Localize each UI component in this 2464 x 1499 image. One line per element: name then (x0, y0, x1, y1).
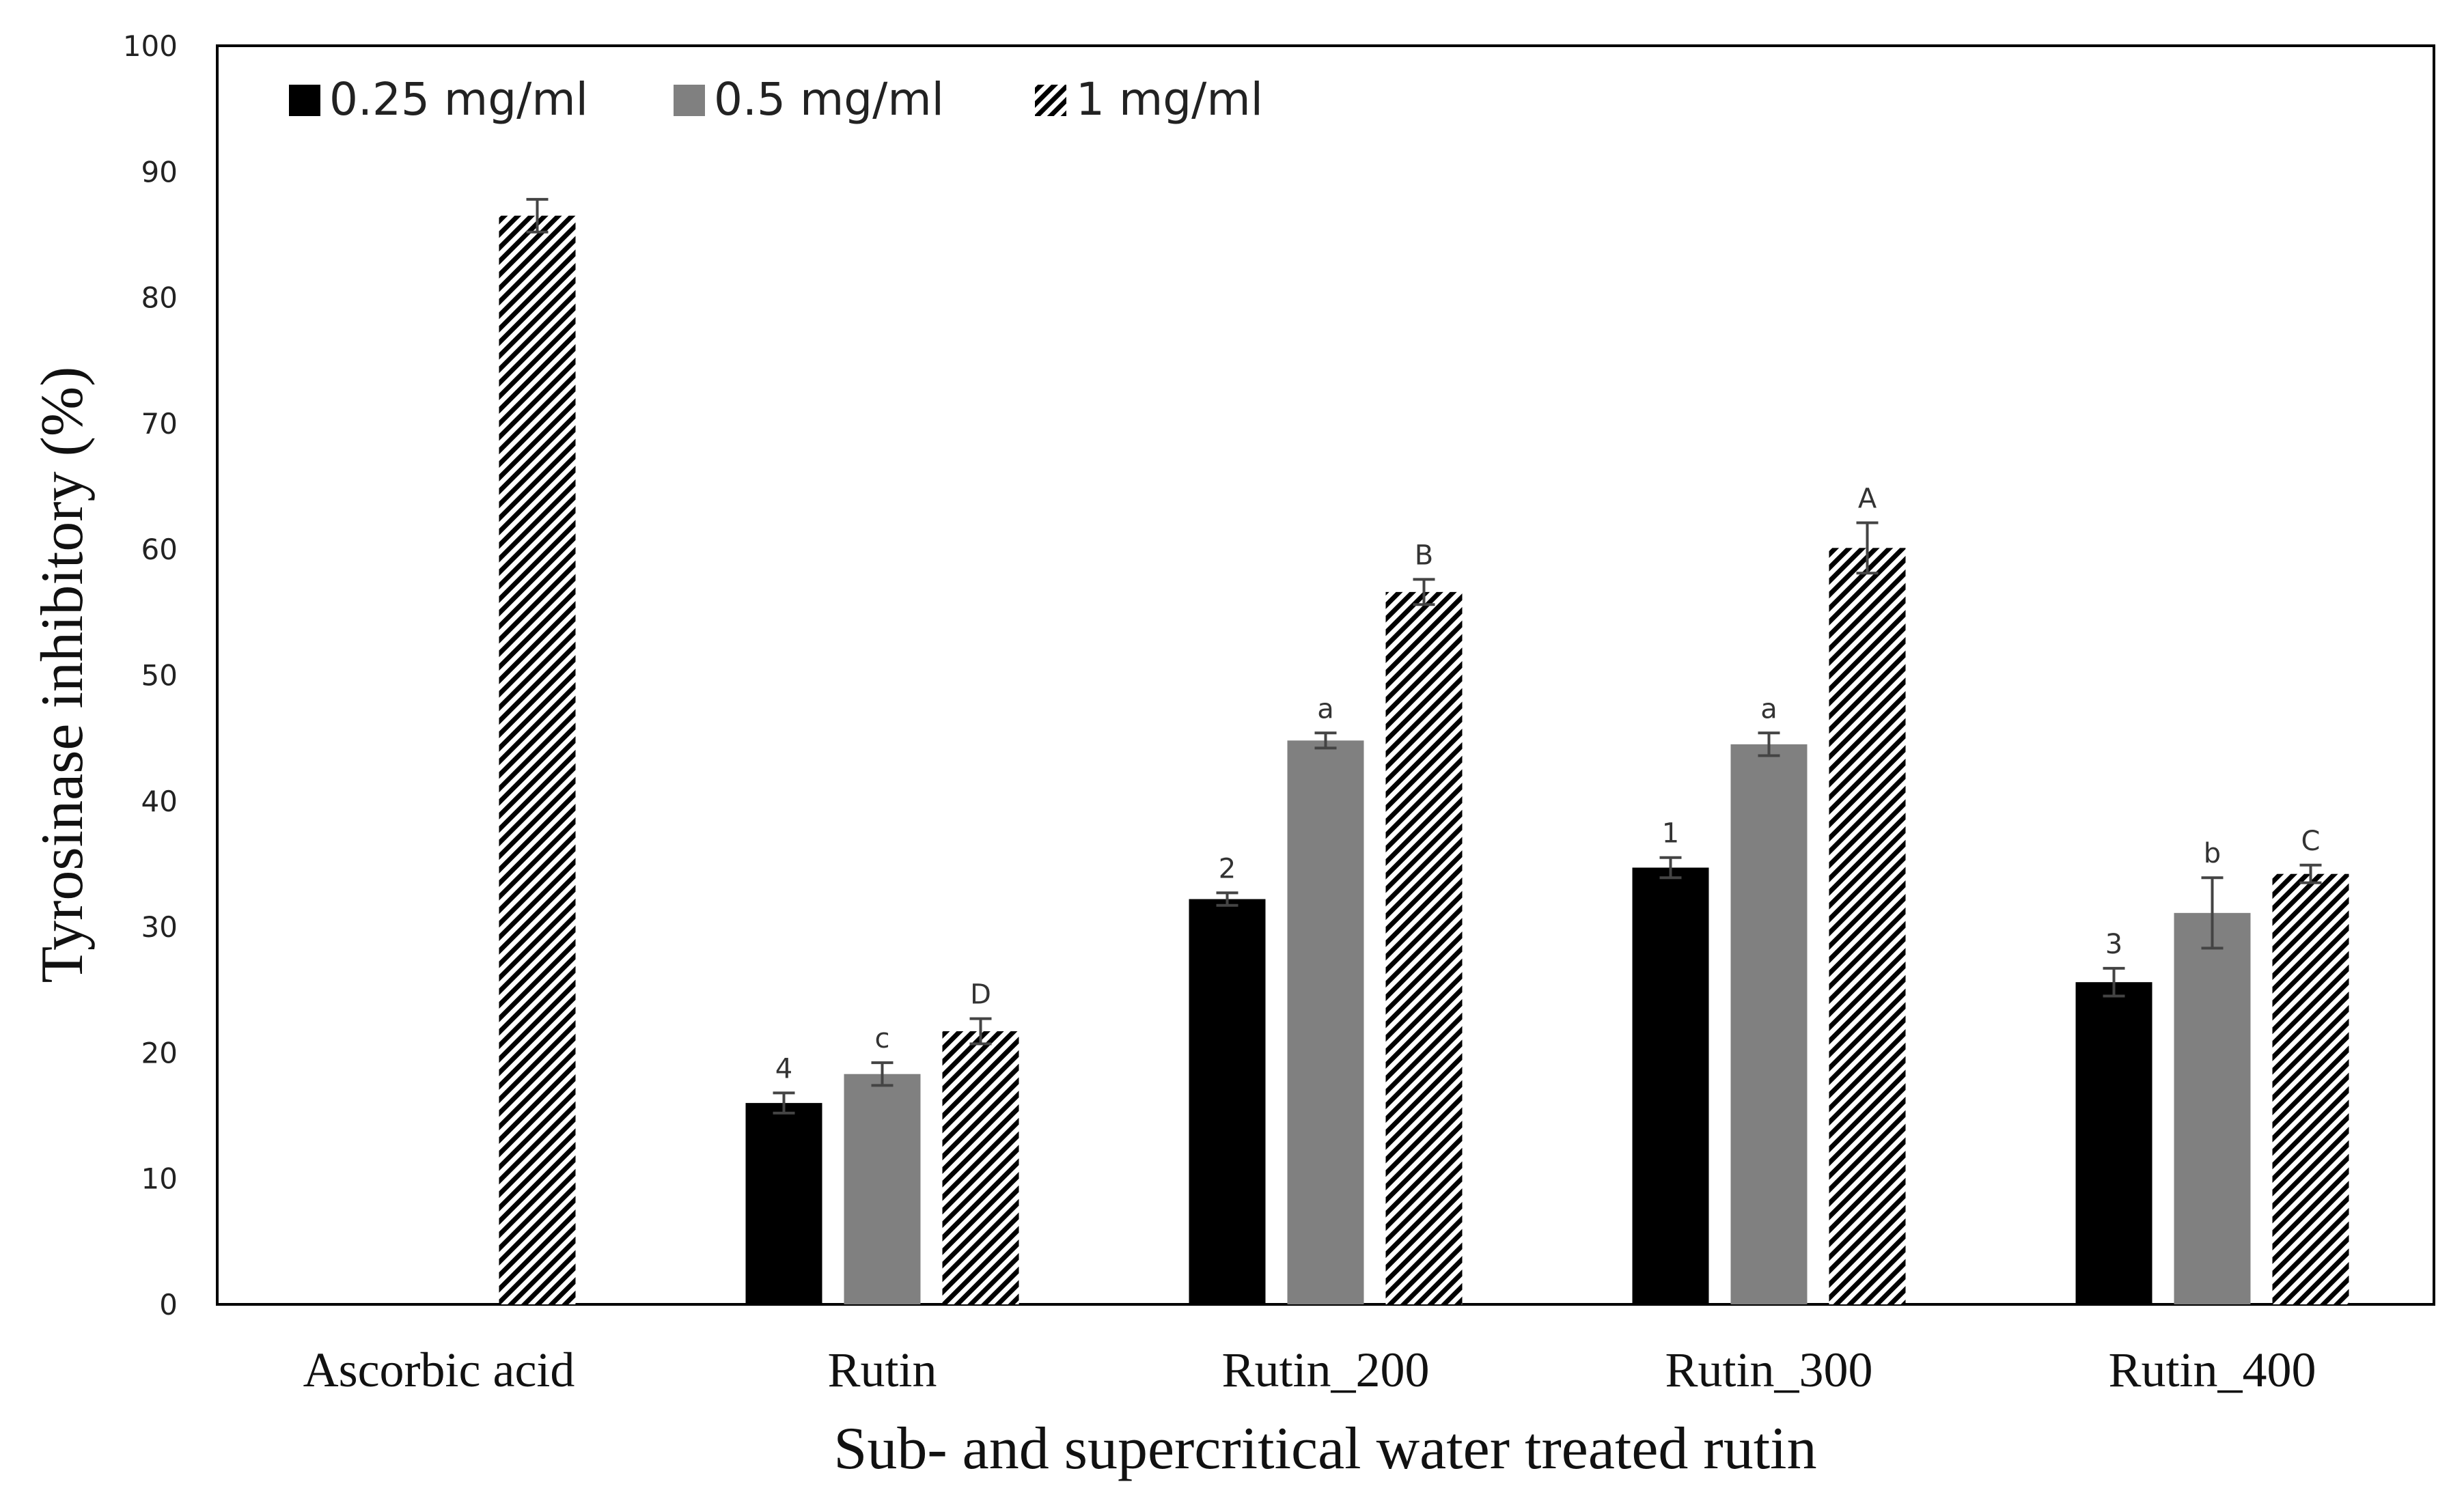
significance-label: A (1858, 483, 1877, 514)
error-bar (1216, 891, 1238, 907)
significance-label: D (970, 979, 991, 1011)
legend-swatch-0.25 (289, 85, 320, 116)
x-tick-label: Rutin_200 (1221, 1343, 1429, 1397)
significance-label: c (875, 1023, 890, 1054)
bar (1385, 591, 1463, 1304)
significance-label: a (1760, 693, 1777, 725)
bar (1287, 740, 1364, 1304)
bar (2174, 912, 2251, 1304)
x-tick-label: Ascorbic acid (303, 1343, 575, 1397)
x-tick-label: Rutin (827, 1343, 937, 1397)
x-tick-label: Rutin_300 (1665, 1343, 1872, 1397)
x-axis-tick-labels: Ascorbic acid Rutin Rutin_200 Rutin_300 Ruti… (303, 1343, 2316, 1397)
bar (1632, 867, 1709, 1304)
error-bar (2299, 863, 2322, 884)
y-tick-label: 70 (141, 407, 178, 440)
x-axis-title: Sub- and supercritical water treated rut… (833, 1416, 1816, 1482)
bar (1829, 548, 1906, 1305)
legend-swatch-0.5 (674, 85, 705, 116)
y-tick-label: 40 (141, 785, 178, 818)
y-tick-label: 60 (141, 533, 178, 566)
error-bar (2201, 876, 2224, 950)
error-bar (773, 1091, 795, 1115)
error-bar (969, 1017, 992, 1046)
y-tick-label: 10 (141, 1162, 178, 1196)
legend-label-0.25: 0.25 mg/ml (329, 73, 588, 126)
legend: 0.25 mg/ml 0.5 mg/ml 1 mg/ml (289, 73, 1263, 126)
bar (499, 215, 576, 1305)
y-tick-label: 30 (141, 910, 178, 944)
significance-label: 2 (1219, 853, 1236, 884)
y-tick-label: 50 (141, 659, 178, 692)
error-bar (1659, 856, 1682, 880)
error-bar (871, 1061, 894, 1087)
error-bar (2103, 966, 2125, 998)
error-bar (526, 197, 549, 234)
bar (2272, 873, 2349, 1304)
bar (1189, 899, 1266, 1304)
bar (942, 1031, 1019, 1304)
bar (844, 1074, 921, 1304)
legend-swatch-1 (1035, 85, 1066, 116)
bar (745, 1103, 822, 1304)
y-tick-label: 90 (141, 155, 178, 188)
bar (2075, 982, 2152, 1304)
y-axis-ticks: 0 10 20 30 40 50 60 70 80 90 100 (123, 29, 178, 1321)
y-axis-title: Tyrosinase inhibitory (%) (29, 367, 96, 983)
bar-series: 4 c D 2 a B 1 a A 3 b C (499, 197, 2349, 1305)
y-tick-label: 20 (141, 1036, 178, 1069)
y-tick-label: 0 (159, 1288, 178, 1321)
significance-label: 1 (1662, 818, 1679, 850)
significance-label: 3 (2105, 929, 2122, 960)
significance-label: a (1317, 693, 1334, 725)
y-tick-label: 100 (123, 29, 178, 63)
significance-label: 4 (775, 1053, 792, 1084)
y-tick-label: 80 (141, 281, 178, 315)
x-tick-label: Rutin_400 (2108, 1343, 2316, 1397)
legend-label-0.5: 0.5 mg/ml (714, 73, 944, 126)
bar (1730, 744, 1808, 1304)
significance-label: b (2204, 838, 2221, 869)
legend-label-1: 1 mg/ml (1076, 73, 1263, 126)
significance-label: C (2301, 826, 2321, 857)
error-bar (1314, 731, 1337, 750)
error-bar (1413, 578, 1435, 606)
error-bar (1856, 521, 1879, 575)
error-bar (1758, 731, 1780, 757)
significance-label: B (1415, 540, 1433, 571)
